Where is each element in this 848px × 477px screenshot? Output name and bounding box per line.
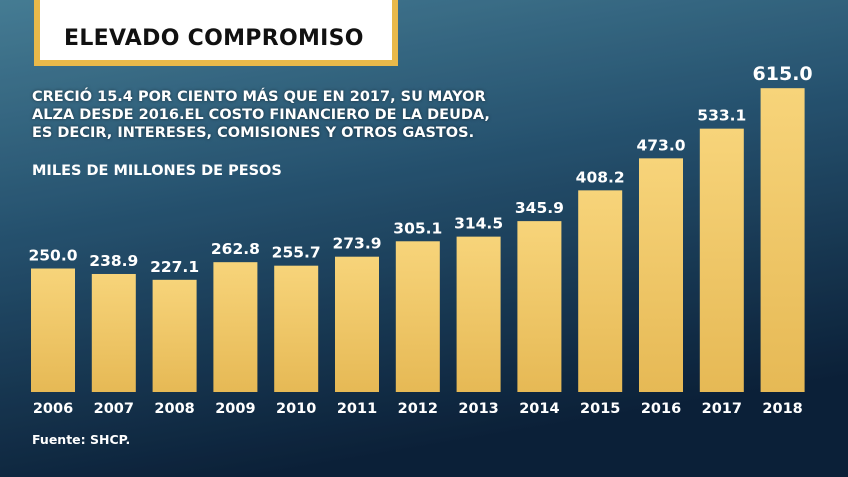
x-tick-label: 2014 [519, 401, 559, 417]
x-tick-label: 2015 [580, 401, 620, 417]
value-label: 473.0 [636, 136, 685, 154]
bar [699, 128, 744, 392]
x-tick-label: 2012 [398, 401, 438, 417]
bar [335, 256, 379, 392]
value-label: 227.1 [150, 258, 199, 276]
title-box [34, 0, 398, 66]
value-label: 255.7 [272, 244, 321, 262]
bar [760, 88, 805, 392]
value-label: 345.9 [515, 199, 564, 217]
value-label: 615.0 [753, 63, 813, 85]
x-tick-label: 2008 [154, 401, 194, 417]
bar [578, 190, 623, 392]
unit-label: MILES DE MILLONES DE PESOS [32, 163, 282, 179]
value-label: 250.0 [28, 247, 77, 265]
value-label: 262.8 [211, 240, 260, 258]
x-tick-label: 2017 [702, 401, 742, 417]
bar [31, 268, 75, 392]
x-tick-label: 2010 [276, 401, 316, 417]
source: Fuente: SHCP. [32, 432, 131, 447]
bar [517, 221, 562, 392]
value-label: 533.1 [697, 107, 746, 125]
value-label: 305.1 [393, 219, 442, 237]
value-label: 273.9 [332, 235, 381, 253]
value-label: 408.2 [576, 168, 625, 186]
chart-title: ELEVADO COMPROMISO [64, 26, 364, 51]
bar [274, 265, 319, 392]
x-tick-label: 2006 [33, 401, 73, 417]
bar [639, 158, 683, 392]
bar [456, 236, 501, 392]
bar [91, 273, 136, 392]
value-label: 314.5 [454, 215, 503, 233]
bar [152, 279, 197, 392]
x-tick-label: 2018 [762, 401, 802, 417]
subtitle: CRECIÓ 15.4 POR CIENTO MÁS QUE EN 2017, … [32, 89, 490, 141]
x-tick-label: 2011 [337, 401, 377, 417]
bar [395, 241, 440, 392]
bar [213, 262, 258, 392]
x-tick-label: 2009 [215, 401, 255, 417]
x-tick-label: 2016 [641, 401, 681, 417]
x-tick-label: 2013 [458, 401, 498, 417]
x-tick-label: 2007 [94, 401, 134, 417]
value-label: 238.9 [89, 252, 138, 270]
